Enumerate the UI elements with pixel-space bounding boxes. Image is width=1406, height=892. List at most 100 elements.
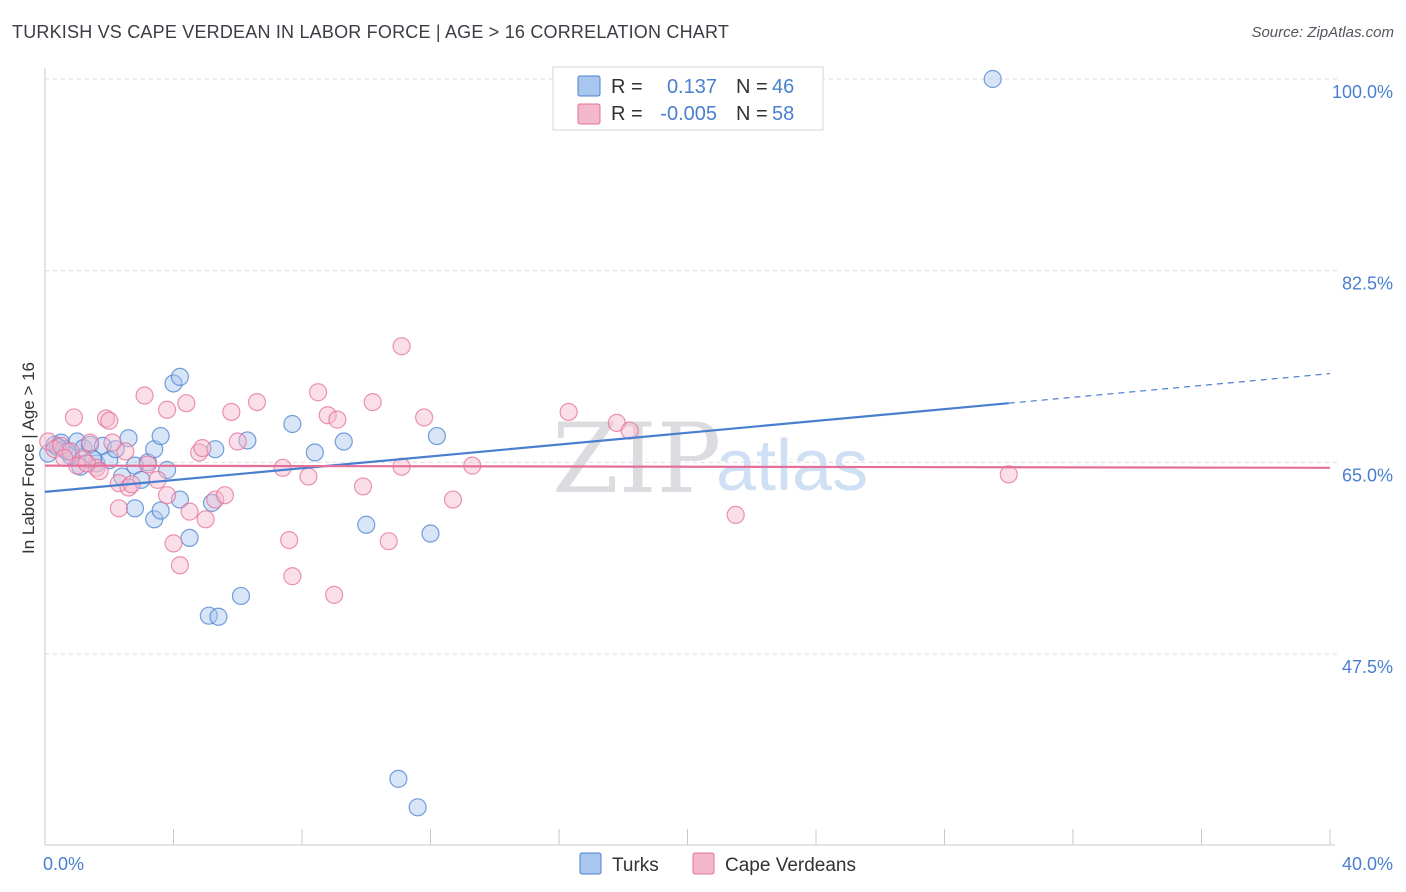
- watermark-zip: ZIP: [552, 403, 721, 515]
- point-cape-verdeans-9: [96, 409, 116, 428]
- point-cape-verdeans-10: [100, 411, 119, 430]
- point-cape-verdeans-13: [116, 442, 135, 461]
- y-tick-labels: 47.5% 65.0% 82.5% 100.0%: [1332, 82, 1393, 677]
- point-cape-verdeans-22: [170, 556, 190, 575]
- trend-lines: [44, 373, 1331, 494]
- point-cape-verdeans-17: [138, 455, 157, 474]
- point-cape-verdeans-19: [157, 400, 177, 419]
- point-turks-31: [283, 414, 302, 434]
- legend-n-label-turks: N =: [736, 76, 768, 98]
- point-cape-verdeans-56: [77, 454, 96, 473]
- point-cape-verdeans-24: [180, 502, 199, 521]
- point-cape-verdeans-46: [443, 490, 463, 509]
- legend-r-label-turks: R =: [611, 76, 643, 98]
- point-cape-verdeans-48: [559, 402, 578, 422]
- point-cape-verdeans-27: [206, 490, 225, 509]
- point-cape-verdeans-18: [148, 470, 167, 489]
- point-turks-24: [180, 528, 199, 548]
- point-cape-verdeans-21: [164, 534, 183, 553]
- point-cape-verdeans-12: [109, 499, 128, 518]
- point-turks-34: [357, 515, 376, 534]
- point-cape-verdeans-39: [325, 585, 344, 604]
- grid-lines: [45, 78, 1340, 655]
- y-tick-label-1: 65.0%: [1342, 465, 1393, 485]
- point-cape-verdeans-26: [196, 510, 215, 529]
- point-cape-verdeans-11: [109, 474, 128, 493]
- y-tick-label-3: 100.0%: [1332, 82, 1393, 102]
- trend-line-turks-extension: [1008, 373, 1331, 404]
- point-cape-verdeans-51: [726, 505, 745, 525]
- point-cape-verdeans-44: [392, 337, 411, 356]
- point-cape-verdeans-30: [228, 432, 247, 451]
- x-tick-label-1: 40.0%: [1342, 854, 1393, 874]
- point-cape-verdeans-38: [328, 410, 347, 429]
- legend-swatch-turks: [577, 75, 601, 97]
- axes: [44, 68, 1335, 846]
- point-cape-verdeans-57: [193, 438, 212, 458]
- series-cape-verdeans-points: [39, 337, 1018, 604]
- point-cape-verdeans-40: [353, 477, 373, 496]
- point-turks-16: [151, 426, 170, 446]
- point-cape-verdeans-42: [379, 532, 398, 551]
- point-cape-verdeans-31: [247, 392, 267, 412]
- legend-n-value-cape-verdeans: 58: [772, 103, 794, 125]
- point-cape-verdeans-37: [318, 406, 337, 425]
- point-cape-verdeans-6: [80, 433, 100, 452]
- point-turks-32: [305, 443, 324, 462]
- x-tick-labels: 0.0% 40.0%: [43, 854, 1393, 874]
- point-cape-verdeans-16: [135, 386, 154, 405]
- point-turks-33: [334, 432, 353, 451]
- point-turks-30: [238, 431, 257, 450]
- point-cape-verdeans-33: [280, 530, 299, 550]
- point-cape-verdeans-23: [177, 394, 196, 413]
- point-cape-verdeans-45: [414, 408, 434, 427]
- point-cape-verdeans-34: [283, 567, 302, 586]
- point-cape-verdeans-32: [273, 458, 292, 477]
- point-cape-verdeans-54: [55, 448, 74, 468]
- x-tick-label-0: 0.0%: [43, 854, 84, 874]
- point-cape-verdeans-28: [215, 486, 234, 505]
- trend-line-cape-verdeans: [44, 464, 1331, 469]
- series-legend-label-cape-verdeans: Cape Verdeans: [725, 855, 856, 876]
- trend-line-turks: [44, 402, 1009, 494]
- point-cape-verdeans-2: [51, 436, 71, 456]
- point-turks-37: [421, 524, 440, 543]
- source-label: Source: ZipAtlas.com: [1251, 24, 1394, 41]
- point-turks-27: [199, 606, 218, 625]
- series-legend-label-turks: Turks: [612, 855, 659, 876]
- point-cape-verdeans-36: [308, 383, 328, 402]
- point-turks-21: [125, 499, 145, 518]
- y-tick-label-2: 82.5%: [1342, 274, 1393, 294]
- point-turks-38: [427, 426, 447, 446]
- point-turks-23: [151, 501, 170, 520]
- point-cape-verdeans-35: [299, 467, 318, 486]
- point-cape-verdeans-29: [222, 402, 241, 422]
- legend-n-label-cape-verdeans: N =: [736, 103, 768, 125]
- point-cape-verdeans-7: [87, 458, 106, 477]
- point-cape-verdeans-4: [64, 408, 84, 427]
- point-cape-verdeans-55: [103, 433, 122, 452]
- point-turks-36: [408, 798, 427, 817]
- point-turks-19: [164, 374, 183, 393]
- point-turks-29: [231, 586, 251, 606]
- point-cape-verdeans-52: [999, 465, 1018, 484]
- series-legend-swatch-turks: [579, 852, 602, 875]
- point-cape-verdeans-20: [157, 486, 177, 505]
- point-turks-39: [983, 69, 1002, 89]
- legend-r-value-turks: 0.137: [667, 76, 717, 98]
- stats-legend: R = 0.137 N = 46 R = -0.005 N = 58: [552, 66, 824, 131]
- y-axis-label: In Labor Force | Age > 16: [19, 362, 38, 554]
- legend-swatch-cape-verdeans: [577, 103, 601, 125]
- point-cape-verdeans-41: [363, 392, 382, 412]
- point-turks-20: [170, 367, 190, 387]
- chart-title: TURKISH VS CAPE VERDEAN IN LABOR FORCE |…: [12, 22, 730, 42]
- point-turks-28: [209, 607, 228, 626]
- legend-r-label-cape-verdeans: R =: [611, 103, 643, 125]
- legend-r-value-cape-verdeans: -0.005: [660, 103, 717, 125]
- series-legend-swatch-cape-verdeans: [692, 852, 715, 875]
- y-tick-label-0: 47.5%: [1342, 657, 1393, 677]
- series-legend: Turks Cape Verdeans: [579, 852, 856, 876]
- point-turks-35: [389, 769, 408, 788]
- legend-n-value-turks: 46: [772, 76, 794, 98]
